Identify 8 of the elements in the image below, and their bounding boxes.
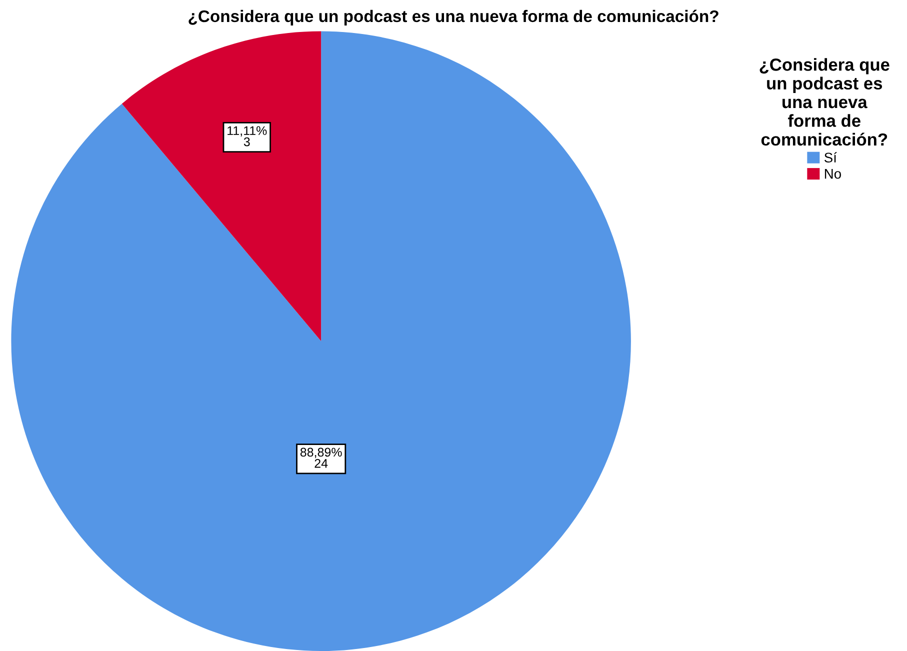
legend-label: No	[824, 169, 841, 179]
data-label: 11,11% 3	[228, 126, 267, 146]
pie-slice	[122, 31, 322, 342]
data-label: 88,89% 24	[300, 448, 342, 468]
pie-slice	[11, 31, 631, 651]
chart-title: ¿Considera que un podcast es una nueva forma de comunicación?	[188, 10, 718, 26]
legend-label: Sí	[824, 152, 837, 163]
legend-title: ¿Considera que un podcast es una nueva forma de comunicación?	[760, 58, 890, 146]
